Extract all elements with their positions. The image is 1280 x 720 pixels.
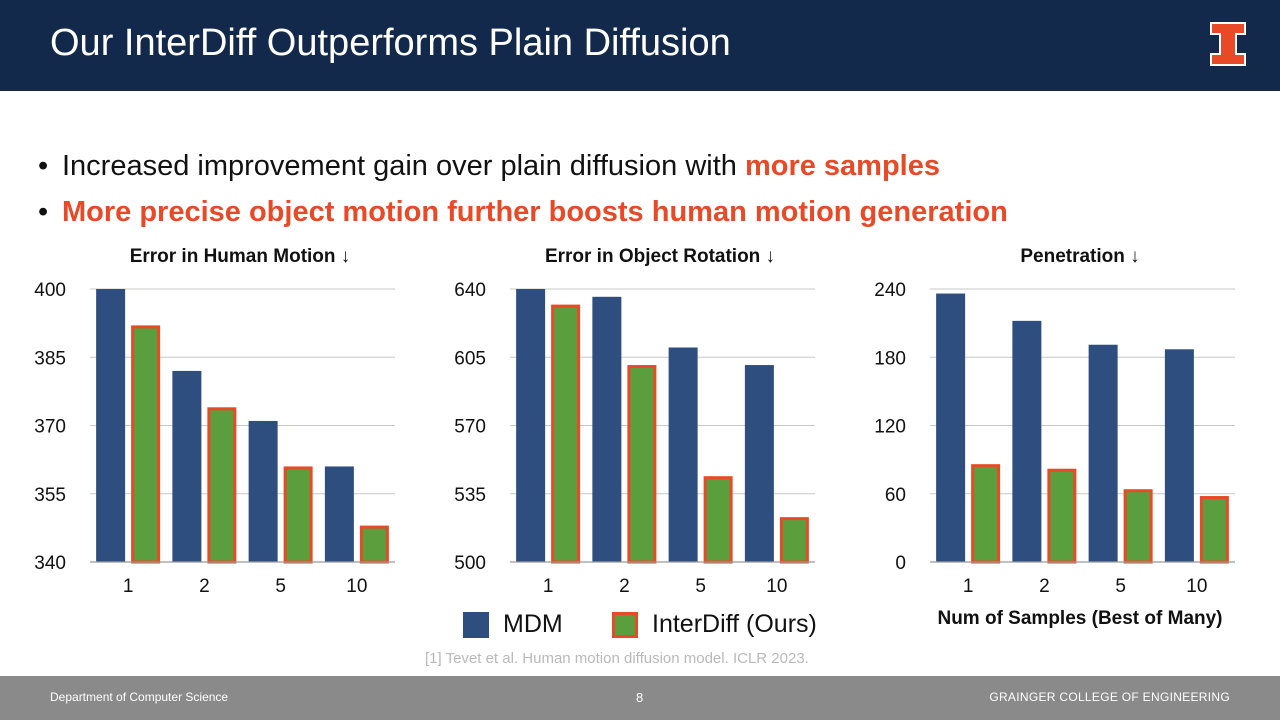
y-tick-label: 355 (34, 485, 66, 506)
bullet-highlight: More precise object motion further boost… (62, 196, 1008, 228)
bullet-highlight: more samples (744, 150, 940, 182)
plot-area: 340 355 370 385 400 1 2 5 10 (34, 280, 395, 597)
bar-interdiff (627, 365, 657, 564)
x-tick-label: 1 (543, 576, 554, 597)
bar-mdm (248, 420, 278, 562)
bar-mdm (172, 370, 202, 562)
bullet-text: Increased improvement gain over plain di… (62, 150, 745, 182)
y-tick-label: 605 (454, 348, 486, 369)
page-number: 8 (636, 690, 644, 705)
bar-mdm (1012, 320, 1042, 562)
bar-mdm (668, 347, 698, 562)
citation: [1] Tevet et al. Human motion diffusion … (425, 650, 809, 667)
bar-interdiff (971, 464, 1001, 564)
y-tick-label: 0 (895, 553, 906, 574)
bullet-list: • Increased improvement gain over plain d… (38, 143, 1008, 235)
bar-interdiff (283, 466, 313, 564)
x-axis-label: Num of Samples (Best of Many) (937, 608, 1223, 629)
x-tick-label: 2 (1039, 576, 1050, 597)
x-tick-label: 2 (199, 576, 210, 597)
bar-mdm (324, 466, 354, 562)
chart-title: Penetration ↓ (1020, 246, 1140, 267)
bullet-dot: • (38, 150, 49, 182)
y-tick-label: 640 (454, 280, 486, 301)
x-tick-label: 10 (766, 576, 787, 597)
bullet-item: • Increased improvement gain over plain d… (38, 143, 1008, 189)
chart-object-rotation: Error in Object Rotation ↓ 500 535 570 605 6… (454, 240, 860, 600)
x-tick-label: 10 (346, 576, 367, 597)
y-tick-label: 500 (454, 553, 486, 574)
bar-mdm (936, 293, 966, 562)
x-tick-label: 1 (123, 576, 134, 597)
slide-title: Our InterDiff Outperforms Plain Diffusio… (50, 22, 731, 64)
slide-header: Our InterDiff Outperforms Plain Diffusio… (0, 0, 1280, 91)
legend-label-mdm: MDM (503, 610, 563, 638)
plot-area: 0 60 120 180 240 1 2 5 10 (874, 280, 1235, 597)
y-tick-label: 370 (34, 417, 66, 438)
bar-interdiff (131, 325, 161, 564)
footer-college: GRAINGER COLLEGE OF ENGINEERING (989, 690, 1230, 704)
legend-swatch-mdm (463, 611, 489, 638)
chart-title: Error in Human Motion ↓ (129, 246, 351, 267)
bar-mdm (1164, 349, 1194, 562)
bar-mdm (516, 289, 546, 562)
plot-area: 500 535 570 605 640 1 2 5 10 (454, 280, 815, 597)
bullet-dot: • (38, 196, 49, 228)
bar-interdiff (359, 525, 389, 564)
x-tick-label: 1 (963, 576, 974, 597)
bar-interdiff (1123, 489, 1153, 564)
y-tick-label: 400 (34, 280, 66, 301)
slide-footer: Department of Computer Science 8 GRAINGE… (0, 676, 1280, 720)
bar-interdiff (551, 304, 581, 564)
bar-mdm (1088, 344, 1118, 562)
y-tick-label: 570 (454, 417, 486, 438)
chart-human-motion: Error in Human Motion ↓ 340 355 370 385 400 1… (34, 240, 440, 600)
x-tick-label: 10 (1186, 576, 1207, 597)
y-tick-label: 180 (874, 348, 906, 369)
illinois-block-i-icon (1210, 22, 1246, 66)
y-tick-label: 120 (874, 417, 906, 438)
y-tick-label: 60 (885, 485, 906, 506)
x-tick-label: 5 (275, 576, 286, 597)
chart-title: Error in Object Rotation ↓ (544, 246, 776, 267)
bar-interdiff (1047, 468, 1077, 564)
chart-penetration: Penetration ↓ 0 60 120 180 240 1 2 5 10 (874, 240, 1280, 600)
x-tick-label: 5 (1115, 576, 1126, 597)
y-tick-label: 340 (34, 553, 66, 574)
bullet-item: • More precise object motion further boos… (38, 189, 1008, 235)
legend-item-mdm: MDM (463, 610, 563, 639)
bar-interdiff (703, 476, 733, 564)
x-tick-label: 2 (619, 576, 630, 597)
y-tick-label: 240 (874, 280, 906, 301)
y-tick-label: 385 (34, 348, 66, 369)
legend-item-interdiff: InterDiff (Ours) (612, 610, 817, 639)
y-tick-label: 535 (454, 485, 486, 506)
footer-department: Department of Computer Science (50, 690, 229, 704)
legend-swatch-interdiff (612, 611, 638, 638)
bar-interdiff (779, 517, 809, 564)
bar-interdiff (207, 407, 237, 564)
bar-mdm (96, 289, 126, 562)
x-tick-label: 5 (695, 576, 706, 597)
legend-label-interdiff: InterDiff (Ours) (652, 610, 817, 638)
bar-interdiff (1199, 496, 1229, 564)
bar-mdm (592, 296, 622, 562)
bar-mdm (744, 365, 774, 562)
